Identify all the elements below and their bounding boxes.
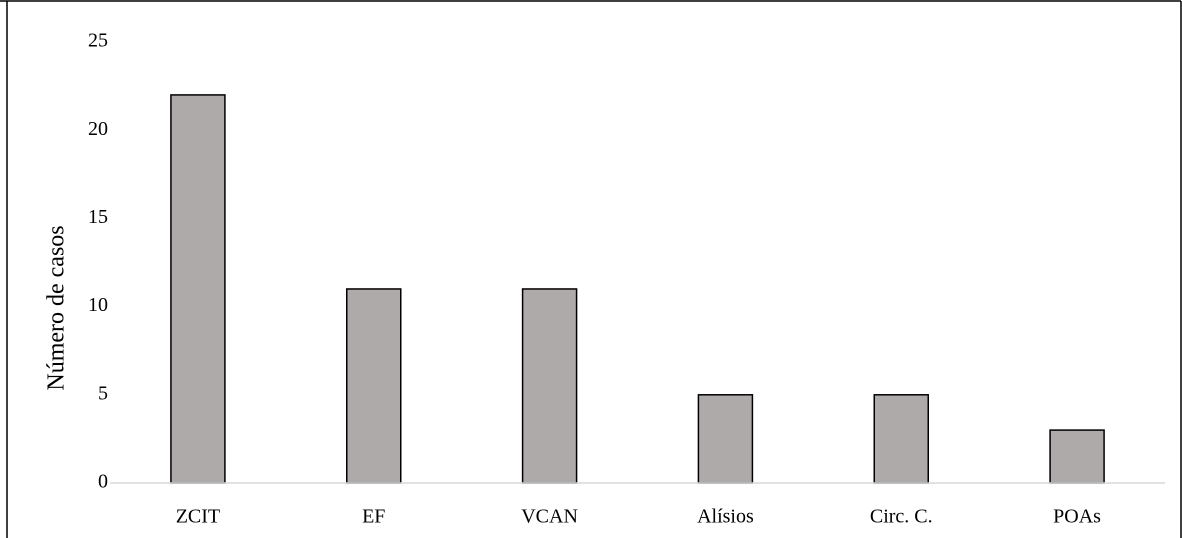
category-label: POAs [1053,506,1101,528]
bar [170,94,226,484]
y-tick-label: 25 [88,30,108,52]
y-tick-label: 5 [98,382,108,404]
bar [697,394,754,484]
category-label: Circ. C. [870,506,933,528]
category-label: ZCIT [176,506,220,528]
y-tick-label: 0 [98,471,108,493]
bar [346,288,402,484]
bar [873,394,929,484]
y-tick-label: 20 [88,118,108,140]
y-tick-labels: 0 5 10 15 20 25 [88,30,108,493]
category-labels: ZCIT EF VCAN Alísios Circ. C. POAs [176,506,1101,528]
category-label: Alísios [697,506,754,528]
bar [1049,429,1105,484]
y-tick-label: 10 [88,294,108,316]
category-label: EF [362,506,385,528]
bar [521,288,578,484]
category-label: VCAN [521,506,578,528]
bars [170,94,1105,484]
y-tick-label: 15 [88,206,108,228]
y-axis-title: Número de casos [44,225,70,390]
